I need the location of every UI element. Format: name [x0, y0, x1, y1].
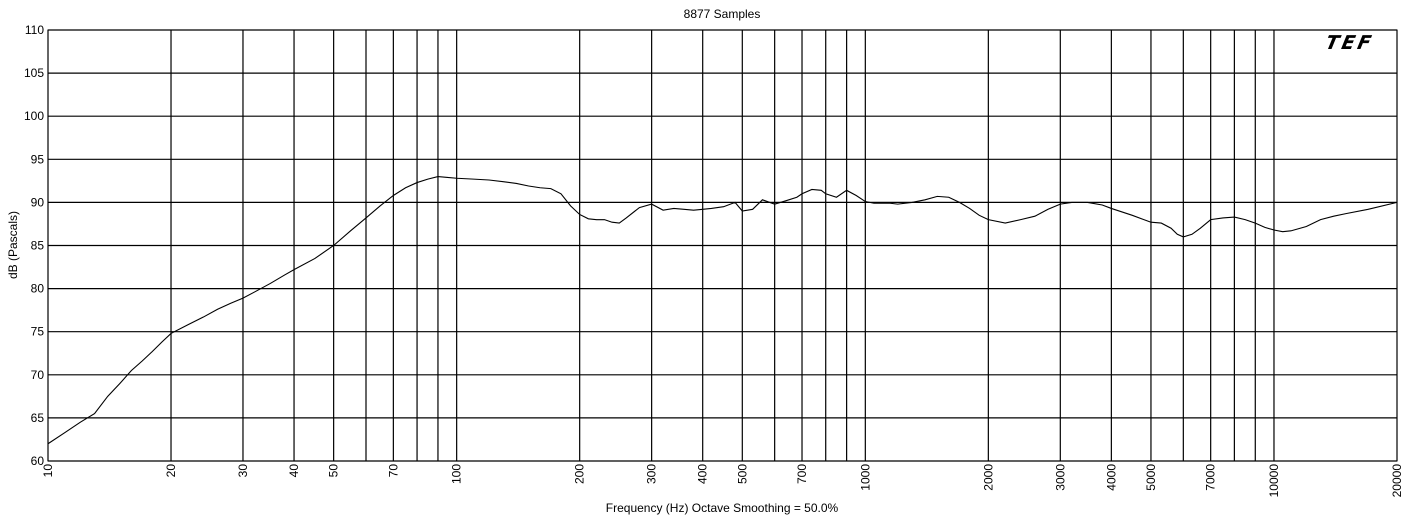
x-tick-label: 7000 — [1204, 464, 1218, 491]
response-curve — [47, 175, 1398, 445]
x-tick-label: 3000 — [1053, 464, 1067, 491]
x-tick-label: 100 — [450, 464, 464, 484]
y-tick-label: 85 — [31, 239, 45, 253]
x-tick-label: 2000 — [981, 464, 995, 491]
x-tick-label: 50 — [327, 464, 341, 478]
y-tick-label: 105 — [24, 66, 44, 80]
y-tick-label: 60 — [31, 454, 45, 468]
logo-backdrop — [1306, 34, 1392, 50]
x-tick-label: 500 — [735, 464, 749, 484]
x-tick-label: 5000 — [1144, 464, 1158, 491]
tef-logo: TEF — [1306, 31, 1392, 54]
x-tick-label: 40 — [287, 464, 301, 478]
y-tick-label: 100 — [24, 109, 44, 123]
y-tick-label: 75 — [31, 325, 45, 339]
x-tick-label: 20000 — [1390, 464, 1404, 498]
x-tick-label: 4000 — [1104, 464, 1118, 491]
y-tick-label: 110 — [25, 23, 44, 37]
grid-lines — [47, 29, 1398, 462]
x-tick-label: 300 — [645, 464, 659, 484]
logo-text: TEF — [1324, 31, 1377, 54]
y-tick-label: 70 — [31, 368, 45, 382]
y-tick-label: 65 — [31, 411, 45, 425]
y-axis-label: dB (Pascals) — [6, 211, 20, 279]
x-tick-label: 20 — [164, 464, 178, 478]
x-axis-label: Frequency (Hz) Octave Smoothing = 50.0% — [606, 501, 839, 515]
x-tick-label: 1000 — [858, 464, 872, 491]
x-tick-label: 700 — [795, 464, 809, 484]
chart-title: 8877 Samples — [684, 7, 761, 21]
x-tick-labels: 10 20 30 40 50 70 100 200 300 400 500 700 1000 2000 30… — [41, 464, 1404, 498]
x-tick-label: 400 — [696, 464, 710, 484]
x-tick-label: 70 — [386, 464, 400, 478]
x-tick-label: 30 — [236, 464, 250, 478]
y-tick-label: 80 — [31, 282, 45, 296]
y-tick-labels: 60 65 70 75 80 85 90 95 100 105 110 — [24, 23, 44, 468]
y-tick-label: 90 — [31, 195, 45, 209]
x-tick-label: 10000 — [1267, 464, 1281, 498]
y-tick-label: 95 — [31, 152, 45, 166]
plot-frame — [47, 29, 1398, 462]
x-tick-label: 200 — [573, 464, 587, 484]
x-tick-label: 10 — [41, 464, 55, 478]
